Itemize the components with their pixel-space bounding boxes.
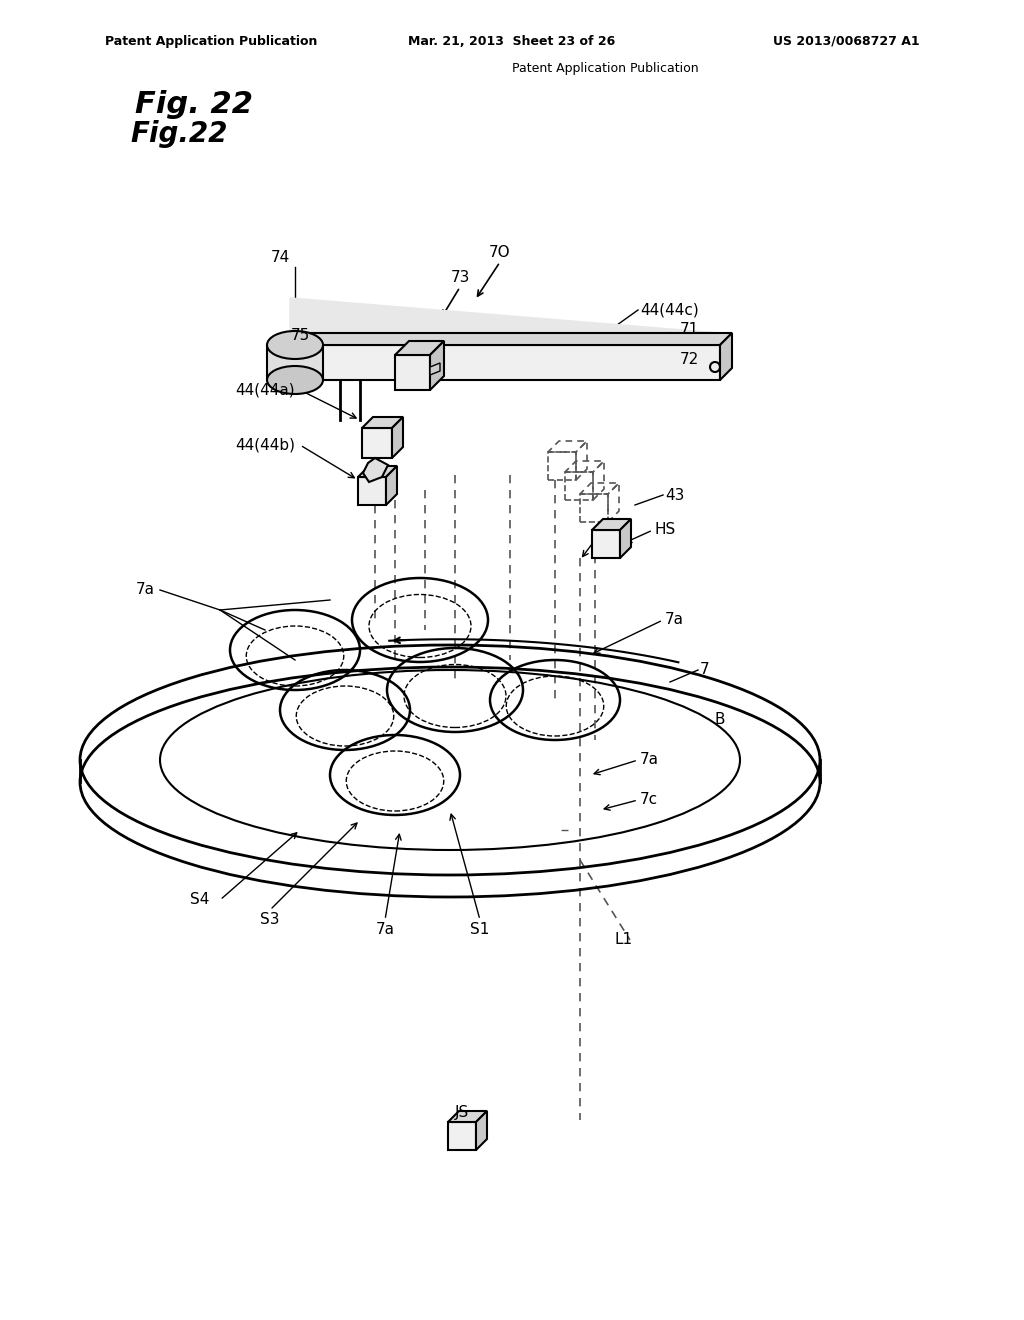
- FancyBboxPatch shape: [449, 1122, 476, 1150]
- Text: HS: HS: [655, 523, 676, 537]
- FancyBboxPatch shape: [395, 355, 430, 389]
- FancyBboxPatch shape: [267, 345, 323, 380]
- Text: 7a: 7a: [665, 612, 684, 627]
- FancyBboxPatch shape: [592, 531, 620, 558]
- Text: L1: L1: [615, 932, 633, 948]
- Polygon shape: [430, 341, 444, 389]
- Text: 72: 72: [680, 352, 699, 367]
- Polygon shape: [362, 417, 403, 428]
- Text: B: B: [715, 713, 725, 727]
- Polygon shape: [592, 519, 631, 531]
- Text: Mar. 21, 2013  Sheet 23 of 26: Mar. 21, 2013 Sheet 23 of 26: [409, 36, 615, 48]
- Text: 7O: 7O: [489, 246, 511, 260]
- Polygon shape: [290, 298, 720, 345]
- Text: 43: 43: [665, 487, 684, 503]
- Text: 44(44b): 44(44b): [234, 437, 295, 453]
- Polygon shape: [358, 466, 397, 477]
- Polygon shape: [430, 363, 440, 375]
- Text: S3: S3: [260, 912, 280, 928]
- Text: 7a: 7a: [136, 582, 155, 598]
- Text: JS: JS: [455, 1105, 469, 1119]
- Polygon shape: [290, 333, 302, 380]
- Text: 44(44a): 44(44a): [236, 383, 295, 397]
- FancyBboxPatch shape: [362, 428, 392, 458]
- Polygon shape: [449, 1111, 487, 1122]
- Text: 7: 7: [700, 663, 710, 677]
- Ellipse shape: [267, 331, 323, 359]
- Text: 7c: 7c: [640, 792, 658, 808]
- Polygon shape: [620, 519, 631, 558]
- Text: 7a: 7a: [376, 923, 394, 937]
- Text: Patent Application Publication: Patent Application Publication: [512, 62, 698, 75]
- Polygon shape: [386, 466, 397, 506]
- Text: 44(44c): 44(44c): [640, 302, 698, 318]
- Text: 71: 71: [680, 322, 699, 338]
- Text: 7a: 7a: [640, 752, 659, 767]
- Text: S1: S1: [470, 923, 489, 937]
- Polygon shape: [290, 333, 732, 345]
- FancyBboxPatch shape: [290, 345, 720, 380]
- Polygon shape: [476, 1111, 487, 1150]
- Text: Fig. 22: Fig. 22: [135, 90, 253, 119]
- Text: US 2013/0068727 A1: US 2013/0068727 A1: [773, 36, 920, 48]
- Text: 73: 73: [451, 271, 470, 285]
- Polygon shape: [362, 458, 388, 482]
- Polygon shape: [392, 417, 403, 458]
- Text: 74: 74: [270, 249, 290, 265]
- Text: 75: 75: [291, 327, 310, 342]
- Text: Fig.22: Fig.22: [130, 120, 227, 148]
- Polygon shape: [720, 333, 732, 380]
- Text: Patent Application Publication: Patent Application Publication: [105, 36, 317, 48]
- FancyBboxPatch shape: [358, 477, 386, 506]
- Ellipse shape: [267, 366, 323, 393]
- Text: S4: S4: [190, 892, 210, 908]
- Polygon shape: [395, 341, 444, 355]
